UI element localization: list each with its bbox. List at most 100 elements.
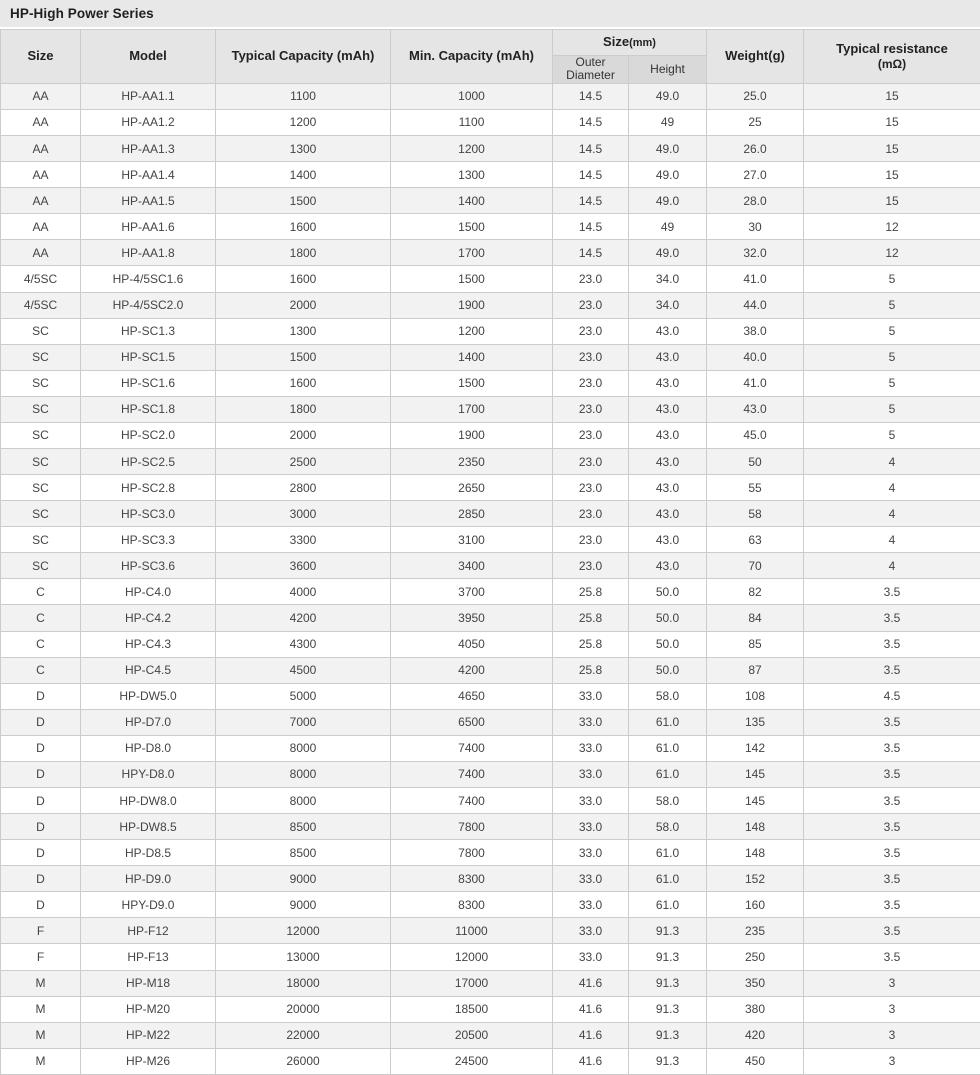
- cell-typical-resistance: 5: [803, 343, 980, 371]
- cell-outer-diameter: 25.8: [552, 578, 629, 606]
- cell-weight: 82: [706, 578, 804, 606]
- cell-height: 58.0: [628, 682, 707, 710]
- cell-outer-diameter: 25.8: [552, 630, 629, 658]
- cell-typical-capacity: 2000: [215, 421, 391, 449]
- cell-typical-resistance: 5: [803, 421, 980, 449]
- cell-model: HP-SC3.3: [80, 526, 216, 554]
- cell-min-capacity: 1900: [390, 291, 553, 319]
- cell-height: 49: [628, 213, 707, 241]
- cell-outer-diameter: 23.0: [552, 343, 629, 371]
- cell-weight: 38.0: [706, 317, 804, 345]
- cell-typical-capacity: 9000: [215, 891, 391, 919]
- cell-typical-capacity: 13000: [215, 943, 391, 971]
- cell-typical-resistance: 3.5: [803, 865, 980, 893]
- table-row: D HP-DW8.0 8000 7400 33.0 58.0 145 3.5: [0, 786, 980, 815]
- table-row: SC HP-SC2.8 2800 2650 23.0 43.0 55 4: [0, 474, 980, 502]
- cell-min-capacity: 1500: [390, 265, 553, 293]
- cell-height: 43.0: [628, 369, 707, 397]
- cell-height: 43.0: [628, 474, 707, 502]
- cell-height: 43.0: [628, 526, 707, 554]
- table-row: AA HP-AA1.2 1200 1100 14.5 49 25 15: [0, 108, 980, 137]
- cell-outer-diameter: 23.0: [552, 526, 629, 554]
- cell-typical-resistance: 3.5: [803, 943, 980, 971]
- cell-size: SC: [0, 500, 81, 528]
- cell-weight: 108: [706, 682, 804, 710]
- table-row: SC HP-SC1.6 1600 1500 23.0 43.0 41.0 5: [0, 369, 980, 397]
- cell-weight: 145: [706, 760, 804, 788]
- cell-weight: 25: [706, 108, 804, 137]
- cell-min-capacity: 20500: [390, 1021, 553, 1049]
- cell-min-capacity: 3400: [390, 552, 553, 580]
- cell-size: D: [0, 839, 81, 867]
- cell-outer-diameter: 33.0: [552, 917, 629, 945]
- cell-typical-capacity: 8000: [215, 760, 391, 788]
- cell-typical-capacity: 1500: [215, 187, 391, 215]
- cell-model: HP-SC2.5: [80, 447, 216, 476]
- cell-outer-diameter: 23.0: [552, 395, 629, 423]
- cell-outer-diameter: 23.0: [552, 291, 629, 319]
- cell-weight: 85: [706, 630, 804, 658]
- table-row: D HP-DW5.0 5000 4650 33.0 58.0 108 4.5: [0, 682, 980, 710]
- column-header-min-capacity: Min. Capacity (mAh): [390, 29, 553, 84]
- cell-model: HP-4/5SC1.6: [80, 265, 216, 293]
- cell-typical-resistance: 3.5: [803, 578, 980, 606]
- cell-height: 43.0: [628, 447, 707, 476]
- cell-typical-capacity: 8500: [215, 839, 391, 867]
- cell-typical-resistance: 3: [803, 1021, 980, 1049]
- table-row: SC HP-SC2.5 2500 2350 23.0 43.0 50 4: [0, 447, 980, 476]
- cell-outer-diameter: 14.5: [552, 187, 629, 215]
- table-row: D HP-D8.0 8000 7400 33.0 61.0 142 3.5: [0, 734, 980, 762]
- cell-height: 49.0: [628, 82, 707, 110]
- cell-model: HP-SC3.6: [80, 552, 216, 580]
- cell-weight: 32.0: [706, 239, 804, 267]
- table-row: SC HP-SC2.0 2000 1900 23.0 43.0 45.0 5: [0, 421, 980, 449]
- cell-model: HP-D9.0: [80, 865, 216, 893]
- cell-height: 50.0: [628, 604, 707, 632]
- cell-height: 61.0: [628, 760, 707, 788]
- cell-typical-resistance: 12: [803, 213, 980, 241]
- typical-resistance-label: Typical resistance: [836, 40, 948, 56]
- cell-height: 58.0: [628, 813, 707, 841]
- cell-size: M: [0, 1021, 81, 1049]
- table-row: M HP-M20 20000 18500 41.6 91.3 380 3: [0, 995, 980, 1023]
- cell-typical-resistance: 3.5: [803, 813, 980, 841]
- cell-outer-diameter: 41.6: [552, 969, 629, 997]
- cell-typical-capacity: 4000: [215, 578, 391, 606]
- cell-size: M: [0, 969, 81, 997]
- cell-weight: 41.0: [706, 265, 804, 293]
- cell-model: HP-SC1.3: [80, 317, 216, 345]
- cell-model: HPY-D9.0: [80, 891, 216, 919]
- cell-typical-capacity: 1400: [215, 161, 391, 189]
- cell-min-capacity: 7800: [390, 813, 553, 841]
- cell-outer-diameter: 25.8: [552, 656, 629, 684]
- cell-model: HP-M18: [80, 969, 216, 997]
- cell-size: D: [0, 708, 81, 736]
- cell-height: 43.0: [628, 395, 707, 423]
- table-body: AA HP-AA1.1 1100 1000 14.5 49.0 25.0 15 AA HP-AA1…: [0, 82, 980, 1075]
- cell-outer-diameter: 14.5: [552, 108, 629, 137]
- cell-weight: 45.0: [706, 421, 804, 449]
- cell-weight: 152: [706, 865, 804, 893]
- cell-height: 50.0: [628, 630, 707, 658]
- cell-min-capacity: 2350: [390, 447, 553, 476]
- cell-min-capacity: 8300: [390, 865, 553, 893]
- cell-weight: 235: [706, 917, 804, 945]
- table-row: F HP-F12 12000 11000 33.0 91.3 235 3.5: [0, 917, 980, 945]
- cell-typical-capacity: 1300: [215, 317, 391, 345]
- cell-typical-capacity: 12000: [215, 917, 391, 945]
- cell-weight: 50: [706, 447, 804, 476]
- cell-model: HP-SC1.6: [80, 369, 216, 397]
- cell-size: SC: [0, 395, 81, 423]
- cell-typical-resistance: 3.5: [803, 891, 980, 919]
- table-row: AA HP-AA1.8 1800 1700 14.5 49.0 32.0 12: [0, 239, 980, 267]
- cell-typical-resistance: 12: [803, 239, 980, 267]
- column-header-size-mm: Size(mm): [552, 29, 707, 56]
- cell-weight: 27.0: [706, 161, 804, 189]
- cell-typical-capacity: 1200: [215, 108, 391, 137]
- cell-size: 4/5SC: [0, 291, 81, 319]
- cell-min-capacity: 18500: [390, 995, 553, 1023]
- cell-height: 91.3: [628, 943, 707, 971]
- cell-typical-capacity: 1100: [215, 82, 391, 110]
- cell-outer-diameter: 23.0: [552, 265, 629, 293]
- cell-typical-resistance: 15: [803, 108, 980, 137]
